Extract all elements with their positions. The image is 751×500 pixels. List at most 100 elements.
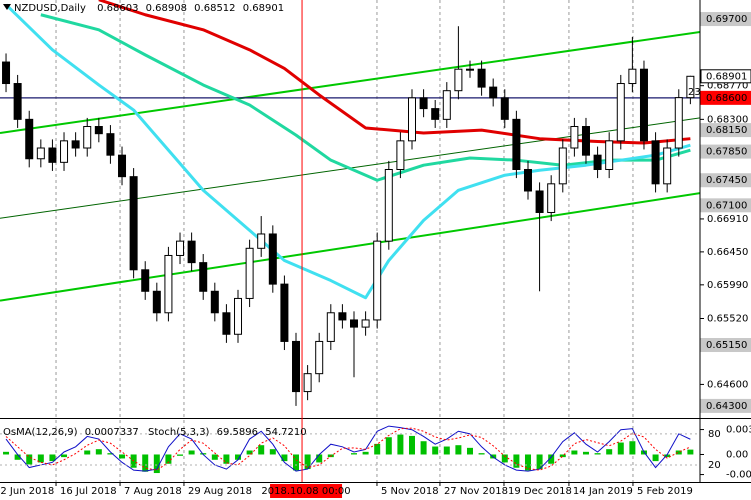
candle-body [547,183,556,213]
osma-bar [95,449,102,455]
stoch-signal-last: 54.7210 [265,427,306,438]
candle-body [570,126,579,149]
osma-bar [177,454,184,456]
x-tick-label: 5 Feb 2019 [637,486,693,497]
osma-bar [142,454,149,472]
candle-body [25,118,34,160]
osma-bar [37,454,44,463]
last-close: 0.68901 [243,3,284,14]
osma-bar [153,454,160,474]
last-high: 0.68908 [146,3,187,14]
moving-average [4,3,691,300]
candle-body [257,233,266,249]
candle-body [326,312,335,342]
candle-body [36,147,45,160]
main-plot: 23.6 [0,0,700,406]
last-open: 0.68603 [97,3,138,14]
candle-body [593,154,602,170]
candle-body [118,154,127,178]
osma-bar [664,454,671,458]
candle-body [465,68,474,71]
osma-tick-label: -0.003029 [726,470,751,481]
candle-body [454,68,463,92]
y-tick-label: 0.66450 [707,247,748,258]
candle-body [187,240,196,264]
osma-bar [408,435,415,455]
candle-body [535,190,544,213]
candle-body [489,86,498,99]
candle-body [94,126,103,135]
osma-bar [246,450,253,455]
candle-body [129,176,138,271]
symbol-title: NZDUSD,Daily [14,3,86,14]
stoch-tick-label: 80 [708,429,721,440]
osma-bar [374,443,381,455]
osma-bar [281,454,288,462]
trendline [0,30,700,134]
menu-icon[interactable] [3,4,11,10]
osma-bar [397,434,404,455]
candle-body [71,140,80,149]
osma-bar [420,441,427,455]
level-label-box [700,90,751,105]
osma-bar [293,454,300,471]
osma-bar [14,454,21,460]
osma-bar [107,453,114,455]
moving-average [98,0,691,145]
candle-body [176,240,185,256]
osma-bar [385,437,392,455]
osma-last: 0.0007337 [85,427,139,438]
candle-body [13,83,22,120]
osma-bar [362,451,369,455]
candle-body [651,140,660,185]
level-label: 0.68901 [706,71,747,82]
header: NZDUSD,Daily 0.68603 0.68908 0.68512 0.6… [14,3,284,14]
level-label-box [700,198,751,213]
candle-body [419,97,428,110]
osma-tick-label: 0.00 [726,449,748,460]
candle-body [164,254,173,314]
osma-bar [432,446,439,455]
osma-bar [548,454,555,464]
osma-bar [119,454,126,459]
candle-body [361,319,370,328]
stoch-signal-line [5,427,691,471]
indicator-plot [0,425,700,474]
level-label: 0.69700 [706,14,747,25]
x-tick-label: 29 Aug 2018 [188,486,252,497]
candle-body [523,168,532,192]
osma-bar [513,454,520,468]
osma-tick-label: 0.003759 [726,425,751,436]
x-tick-label: 14 Jan 2019 [573,486,633,497]
osma-bar [501,454,508,463]
osma-bar [269,449,276,455]
candle-body [48,147,57,163]
candle-body [396,140,405,170]
candle-body [558,147,567,185]
osma-bar [351,453,358,455]
osma-bar [455,445,462,455]
candle-body [373,240,382,321]
candle-body [222,312,231,335]
osma-bar [3,451,10,455]
candle-body [2,61,11,85]
candle-body [152,290,161,314]
osma-bar [571,450,578,455]
level-label-box [700,144,751,159]
candle-body [141,269,150,292]
x-tick-label: 27 Nov 2018 [444,486,508,497]
candle-body [268,233,277,285]
candle-body [210,290,219,314]
candle-body [628,68,637,85]
osma-bar [235,454,242,460]
osma-bar [594,453,601,455]
osma-bar [524,454,531,471]
candle-body [292,340,301,393]
crosshair-label-box [270,484,343,498]
osma-bar [165,454,172,464]
osma-bar [258,445,265,455]
level-label-box [700,123,751,138]
y-tick-label: 0.65990 [707,280,748,291]
